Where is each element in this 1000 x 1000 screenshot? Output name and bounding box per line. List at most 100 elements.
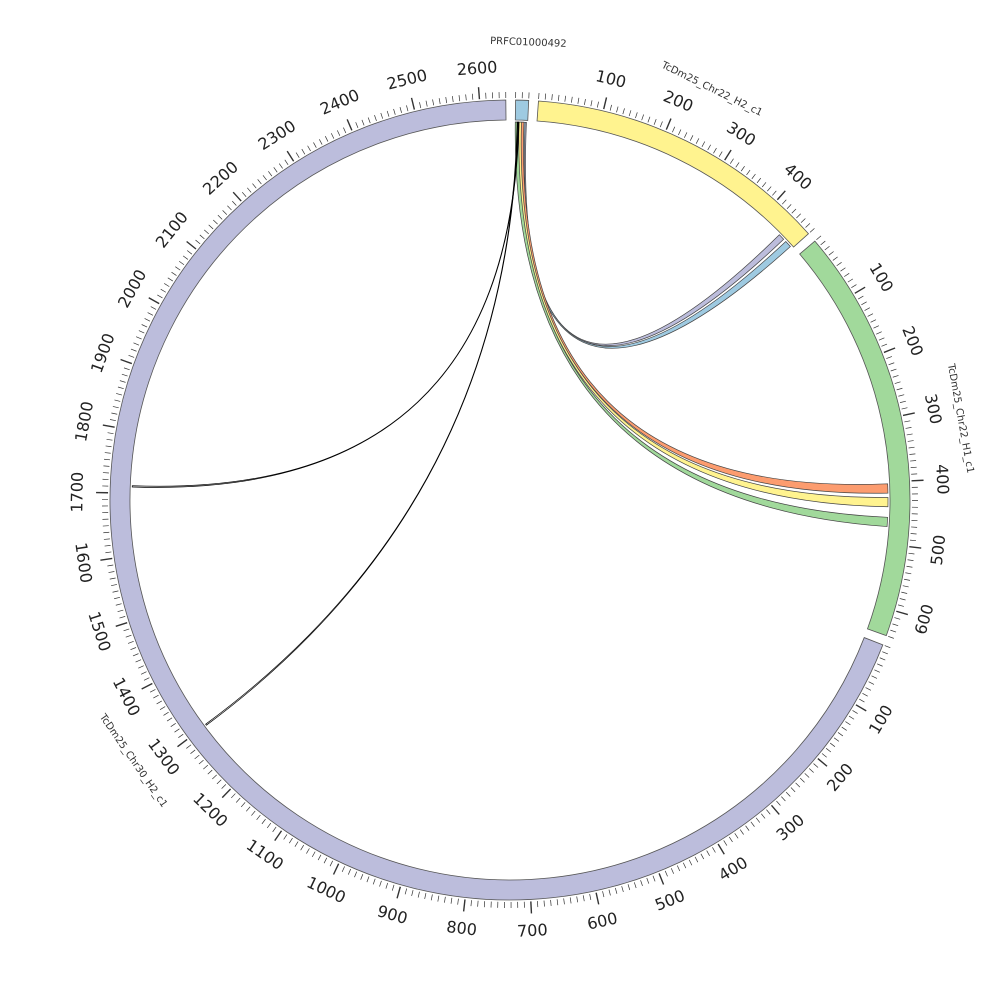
tick-TcDm25_Chr22_H1_c1-220	[888, 362, 895, 366]
links-layer	[131, 121, 889, 726]
tick-TcDm25_Chr30_H2_c1-510	[652, 875, 656, 882]
tick-TcDm25_Chr30_H2_c1-1960	[141, 324, 148, 328]
tick-TcDm25_Chr30_H2_c1-1300	[177, 738, 188, 748]
tick-TcDm25_Chr30_H2_c1-2180	[227, 205, 232, 211]
tick-TcDm25_Chr30_H2_c1-2450	[380, 112, 384, 119]
tick-TcDm25_Chr30_H2_c1-880	[411, 890, 414, 897]
tick-TcDm25_Chr30_H2_c1-40	[874, 669, 880, 673]
tick-TcDm25_Chr22_H2_c1-340	[746, 169, 751, 176]
tick-TcDm25_Chr30_H2_c1-960	[360, 873, 364, 880]
tick-TcDm25_Chr30_H2_c1-1170	[240, 802, 246, 808]
tick-TcDm25_Chr30_H2_c1-1140	[256, 814, 261, 820]
tick-TcDm25_Chr30_H2_c1-1050	[306, 848, 310, 854]
tick-TcDm25_Chr30_H2_c1-1800	[102, 424, 115, 428]
tick-TcDm25_Chr22_H2_c1-230	[684, 132, 688, 138]
tick-TcDm25_Chr30_H2_c1-1400	[141, 682, 153, 690]
tick-TcDm25_Chr30_H2_c1-2210	[241, 191, 247, 197]
tick-TcDm25_Chr30_H2_c1-2330	[307, 145, 311, 152]
tick-TcDm25_Chr30_H2_c1-160	[833, 737, 840, 742]
tick-TcDm25_Chr30_H2_c1-1460	[130, 647, 137, 651]
tick-TcDm25_Chr22_H2_c1-280	[713, 147, 717, 154]
tick-TcDm25_Chr30_H2_c1-1890	[123, 367, 130, 371]
tick-TcDm25_Chr30_H2_c1-2520	[425, 100, 428, 107]
tick-TcDm25_Chr30_H2_c1-1070	[294, 841, 299, 847]
tick-TcDm25_Chr30_H2_c1-700	[530, 901, 533, 914]
tick-label-TcDm25_Chr30_H2_c1-900: 900	[375, 901, 410, 928]
tick-TcDm25_Chr30_H2_c1-1010	[329, 860, 334, 867]
tick-TcDm25_Chr30_H2_c1-220	[808, 768, 814, 773]
tick-TcDm25_Chr30_H2_c1-1570	[109, 577, 116, 580]
tick-TcDm25_Chr22_H2_c1-370	[761, 182, 767, 188]
tick-TcDm25_Chr30_H2_c1-1830	[112, 406, 119, 409]
tick-label-TcDm25_Chr30_H2_c1-2600: 2600	[456, 57, 498, 79]
tick-TcDm25_Chr30_H2_c1-50	[871, 675, 878, 679]
tick-TcDm25_Chr30_H2_c1-2230	[252, 183, 257, 189]
tick-TcDm25_Chr22_H1_c1-520	[907, 559, 914, 561]
tick-TcDm25_Chr30_H2_c1-2290	[284, 159, 289, 165]
tick-TcDm25_Chr22_H2_c1-220	[678, 129, 682, 136]
tick-TcDm25_Chr30_H2_c1-910	[391, 884, 395, 891]
tick-TcDm25_Chr30_H2_c1-1480	[125, 634, 132, 638]
tick-label-TcDm25_Chr30_H2_c1-2500: 2500	[385, 65, 429, 93]
tick-TcDm25_Chr30_H2_c1-2050	[171, 271, 177, 276]
tick-label-TcDm25_Chr30_H2_c1-500: 500	[652, 886, 687, 915]
tick-TcDm25_Chr30_H2_c1-920	[385, 882, 389, 889]
tick-TcDm25_Chr30_H2_c1-1530	[115, 603, 122, 606]
tick-label-TcDm25_Chr30_H2_c1-300: 300	[773, 810, 809, 844]
tick-TcDm25_Chr30_H2_c1-370	[734, 833, 739, 839]
tick-TcDm25_Chr30_H2_c1-2540	[438, 98, 441, 105]
tick-TcDm25_Chr30_H2_c1-270	[785, 791, 791, 797]
tick-TcDm25_Chr22_H1_c1-330	[906, 433, 913, 436]
link-4-TcDm25_Chr22_H1_c1	[514, 121, 888, 527]
tick-TcDm25_Chr30_H2_c1-630	[576, 896, 579, 903]
tick-TcDm25_Chr22_H2_c1-250	[695, 138, 700, 144]
tick-TcDm25_Chr30_H2_c1-1420	[140, 671, 147, 675]
tick-TcDm25_Chr22_H1_c1-200	[883, 347, 896, 354]
tick-TcDm25_Chr22_H2_c1-30	[557, 94, 560, 101]
tick-TcDm25_Chr30_H2_c1-2090	[186, 250, 193, 255]
tick-label-TcDm25_Chr30_H2_c1-2400: 2400	[317, 85, 362, 118]
tick-TcDm25_Chr22_H1_c1-230	[890, 368, 897, 372]
tick-TcDm25_Chr22_H2_c1-300	[724, 149, 732, 161]
tick-TcDm25_Chr30_H2_c1-410	[712, 847, 716, 853]
tick-TcDm25_Chr30_H2_c1-1740	[103, 465, 110, 467]
tick-TcDm25_Chr30_H2_c1-930	[379, 880, 382, 887]
tick-TcDm25_Chr30_H2_c1-1620	[104, 545, 111, 547]
tick-label-TcDm25_Chr30_H2_c1-1300: 1300	[144, 735, 184, 779]
tick-TcDm25_Chr22_H1_c1-290	[901, 407, 908, 410]
segment-name-TcDm25_Chr22_H1_c1: TcDm25_Chr22_H1_c1	[945, 362, 976, 474]
tick-TcDm25_Chr30_H2_c1-1390	[149, 689, 156, 693]
tick-TcDm25_Chr30_H2_c1-2560	[452, 96, 454, 103]
tick-TcDm25_Chr30_H2_c1-2480	[399, 107, 402, 113]
tick-label-TcDm25_Chr30_H2_c1-1900: 1900	[87, 331, 119, 376]
tick-TcDm25_Chr30_H2_c1-250	[795, 782, 801, 788]
tick-TcDm25_Chr30_H2_c1-640	[569, 897, 572, 904]
tick-TcDm25_Chr30_H2_c1-1840	[114, 399, 121, 402]
tick-TcDm25_Chr30_H2_c1-2150	[213, 219, 218, 225]
tick-TcDm25_Chr30_H2_c1-2600	[477, 87, 481, 100]
tick-TcDm25_Chr30_H2_c1-840	[437, 895, 440, 902]
tick-TcDm25_Chr30_H2_c1-2200	[232, 191, 242, 202]
tick-TcDm25_Chr30_H2_c1-550	[627, 884, 631, 891]
tick-TcDm25_Chr30_H2_c1-30	[876, 663, 883, 667]
tick-TcDm25_Chr30_H2_c1-450	[688, 859, 693, 866]
tick-TcDm25_Chr30_H2_c1-80	[862, 693, 868, 697]
tick-TcDm25_Chr30_H2_c1-280	[781, 796, 786, 802]
tick-TcDm25_Chr22_H1_c1-180	[878, 337, 885, 341]
tick-TcDm25_Chr22_H1_c1-80	[847, 278, 854, 283]
tick-TcDm25_Chr22_H1_c1-300	[902, 412, 915, 417]
tick-TcDm25_Chr30_H2_c1-1970	[144, 318, 151, 322]
tick-TcDm25_Chr30_H2_c1-2580	[465, 94, 467, 101]
tick-TcDm25_Chr30_H2_c1-500	[658, 873, 665, 885]
tick-TcDm25_Chr22_H2_c1-310	[729, 158, 734, 164]
tick-TcDm25_Chr22_H1_c1-160	[873, 325, 880, 329]
tick-TcDm25_Chr30_H2_c1-650	[563, 898, 565, 905]
tick-TcDm25_Chr30_H2_c1-2030	[164, 283, 170, 287]
tick-TcDm25_Chr30_H2_c1-260	[790, 787, 796, 793]
tick-label-TcDm25_Chr30_H2_c1-200: 200	[823, 759, 857, 795]
tick-TcDm25_Chr22_H1_c1-100	[854, 286, 866, 294]
ticks-layer	[96, 87, 924, 914]
tick-TcDm25_Chr30_H2_c1-1190	[231, 793, 236, 799]
tick-label-TcDm25_Chr30_H2_c1-2300: 2300	[255, 116, 300, 154]
tick-TcDm25_Chr30_H2_c1-2010	[157, 294, 163, 299]
